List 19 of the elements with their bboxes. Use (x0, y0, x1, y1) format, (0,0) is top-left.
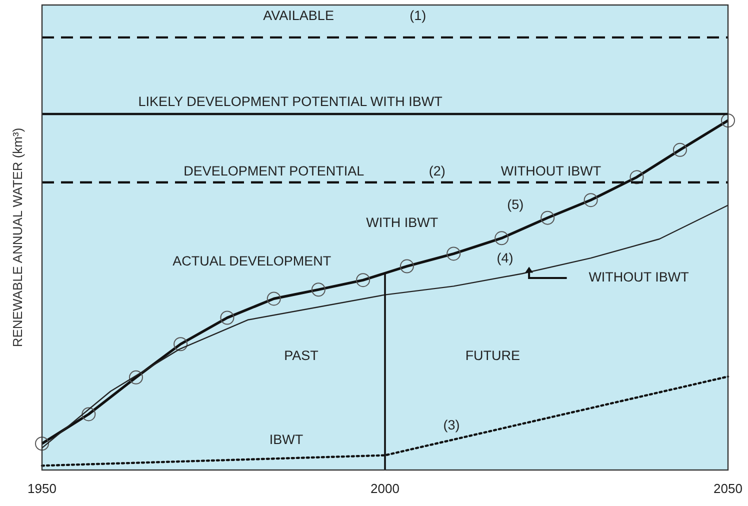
annotation: WITHOUT IBWT (500, 164, 602, 179)
annotation: LIKELY DEVELOPMENT POTENTIAL WITH IBWT (138, 94, 442, 109)
annotation: (2) (428, 164, 446, 179)
x-tick-label: 2050 (714, 481, 742, 496)
annotation: (3) (443, 417, 460, 432)
annotation: PAST (284, 348, 318, 364)
annotation: WITH IBWT (366, 215, 438, 230)
annotation: (4) (496, 250, 514, 266)
text: AVAILABLE (263, 8, 334, 23)
annotation: WITHOUT IBWT (588, 270, 689, 285)
x-tick-label: 2000 (370, 481, 400, 496)
text: (1) (410, 8, 426, 23)
annotation: (5) (507, 196, 524, 212)
annotation: DEVELOPMENT POTENTIAL (184, 164, 365, 179)
annotation: ACTUAL DEVELOPMENT (172, 254, 332, 268)
annotation: FUTURE (465, 348, 520, 364)
annotation: IBWT (269, 432, 304, 448)
x-tick-label: 1950 (28, 481, 56, 496)
y-axis-title: RENEWABLE ANNUAL WATER (km³) (10, 128, 25, 348)
